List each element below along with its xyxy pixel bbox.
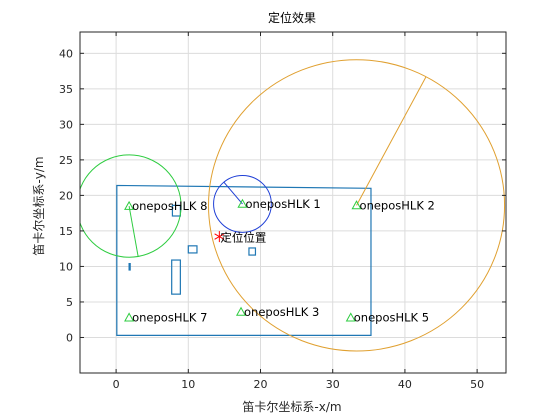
y-tick-label: 25	[59, 154, 73, 167]
anchor-marker	[235, 306, 247, 316]
anchor-label: oneposHLK 5	[354, 311, 429, 325]
anchor-marker	[237, 198, 248, 208]
range-circle	[80, 154, 182, 258]
y-axis-title: 笛卡尔坐标系-y/m	[31, 156, 46, 255]
x-tick-label: 20	[254, 378, 268, 391]
y-tick-label: 30	[59, 118, 73, 131]
anchor-label: oneposHLK 8	[132, 199, 207, 213]
anchor-marker	[345, 312, 356, 322]
anchor-label: oneposHLK 2	[360, 198, 435, 212]
anchor-marker	[351, 200, 362, 210]
plot-area: oneposHLK 8 oneposHLK 1 oneposHLK 2 oneposH…	[80, 59, 506, 352]
y-tick-label: 15	[59, 225, 73, 238]
y-tick-label: 0	[66, 331, 73, 344]
chart-title: 定位效果	[268, 10, 316, 25]
range-radius-line	[128, 205, 139, 257]
estimate-label: 定位位置	[220, 231, 266, 245]
y-tick-label: 40	[59, 47, 73, 60]
anchor-label: oneposHLK 3	[244, 305, 319, 319]
floor-plan-obstacle	[187, 245, 198, 254]
grid	[80, 32, 506, 373]
y-tick-label: 35	[59, 83, 73, 96]
y-tick-label: 10	[59, 260, 73, 273]
range-radius-line	[223, 181, 243, 205]
range-circle	[208, 59, 506, 352]
range-radius-line	[356, 76, 427, 206]
estimate-marker-stroke	[214, 233, 225, 240]
y-tick-label: 20	[59, 189, 73, 202]
floor-plan-obstacle	[171, 204, 181, 217]
estimate-marker	[214, 231, 225, 243]
tick-labels: 0 10 20 30 40 50 0 5 10 15 20 25 30 35 40	[59, 32, 506, 391]
floor-plan-obstacle	[171, 259, 181, 295]
x-tick-label: 30	[326, 378, 340, 391]
plot-content	[80, 59, 506, 352]
x-axis-title: 笛卡尔坐标系-x/m	[242, 399, 341, 414]
floor-plan-outline	[116, 184, 372, 336]
x-tick-label: 10	[181, 378, 195, 391]
x-tick-label: 0	[113, 378, 120, 391]
axes-box	[79, 31, 507, 374]
x-tick-label: 40	[398, 378, 412, 391]
range-circle	[213, 175, 272, 233]
floor-plan-obstacle	[128, 262, 131, 271]
anchor-label: oneposHLK 7	[132, 311, 207, 325]
x-tick-label: 50	[470, 378, 484, 391]
anchor-marker	[124, 200, 135, 210]
floor-plan-obstacle	[248, 247, 257, 256]
anchor-marker	[124, 312, 135, 322]
anchor-label: oneposHLK 1	[245, 197, 320, 211]
y-tick-label: 5	[66, 296, 73, 309]
